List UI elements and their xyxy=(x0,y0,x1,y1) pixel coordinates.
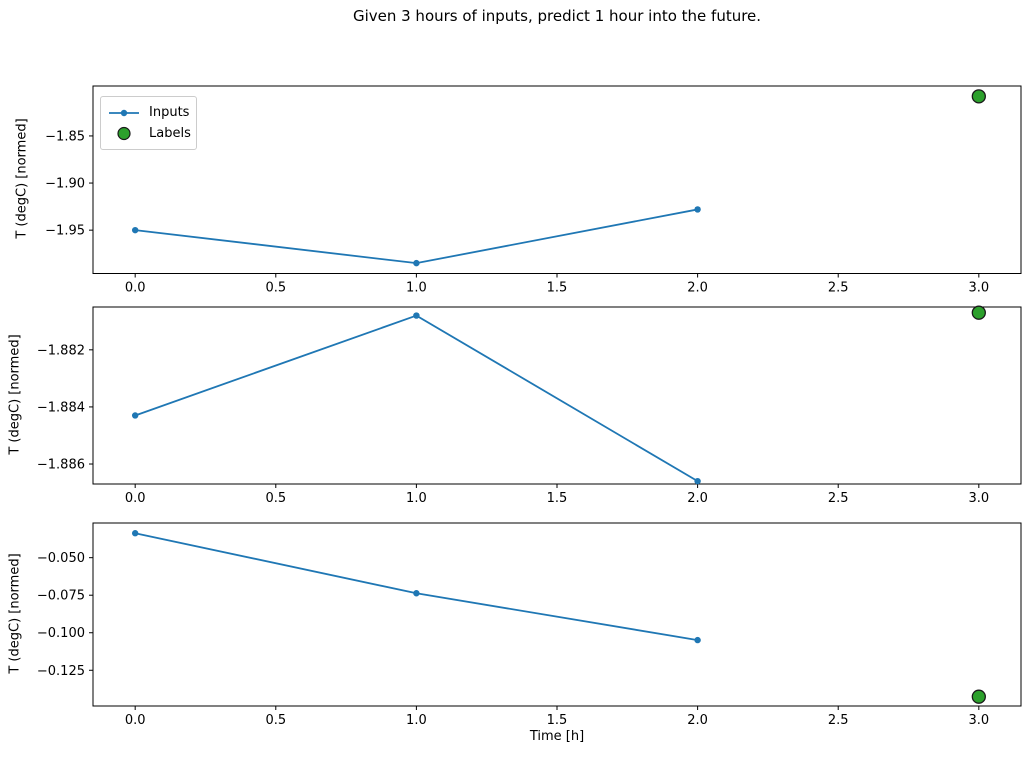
plot-frame xyxy=(92,85,1022,274)
inputs-line xyxy=(134,208,699,265)
x-tick-label: 2.0 xyxy=(687,491,708,506)
labels-dot-icon xyxy=(117,126,131,141)
x-tick-label: 0.0 xyxy=(125,713,146,728)
inputs-marker xyxy=(131,412,139,419)
x-tick-label: 1.5 xyxy=(547,491,568,506)
y-tick-label: −0.125 xyxy=(37,664,85,679)
inputs-marker xyxy=(694,636,701,644)
inputs-marker xyxy=(694,206,701,213)
x-tick-label: 1.0 xyxy=(406,713,427,728)
x-tick-label: 3.0 xyxy=(968,713,989,728)
x-tick-label: 0.5 xyxy=(265,713,286,728)
x-tick-label: 2.5 xyxy=(828,281,849,296)
x-tick-label: 0.0 xyxy=(125,281,146,296)
inputs-marker xyxy=(413,259,420,267)
y-axis-label-bottom: T (degC) [normed] xyxy=(7,553,23,674)
labels-point xyxy=(971,305,986,320)
y-tick-label: −1.90 xyxy=(45,177,85,192)
inputs-marker xyxy=(694,477,701,485)
x-tick-label: 1.0 xyxy=(406,491,427,506)
plot-frame xyxy=(92,306,1022,485)
legend-label-labels: Labels xyxy=(149,126,191,141)
y-axis-label-middle: T (degC) [normed] xyxy=(7,334,23,455)
labels-point xyxy=(971,689,986,704)
x-tick-label: 1.5 xyxy=(547,713,568,728)
x-tick-label: 1.0 xyxy=(406,281,427,296)
y-tick-label: −1.884 xyxy=(37,400,85,415)
y-tick-label: −1.886 xyxy=(37,458,85,473)
inputs-marker xyxy=(131,530,139,537)
y-tick-label: −1.882 xyxy=(37,343,85,358)
chart-title: Given 3 hours of inputs, predict 1 hour … xyxy=(352,7,762,25)
y-tick-label: −1.85 xyxy=(45,129,85,144)
inputs-line xyxy=(134,314,699,483)
x-tick-label: 2.0 xyxy=(687,713,708,728)
x-tick-label: 3.0 xyxy=(968,491,989,506)
y-tick-label: −0.075 xyxy=(37,589,85,604)
x-tick-label: 2.5 xyxy=(828,491,849,506)
plot-frame xyxy=(92,522,1022,707)
legend-item-labels: Labels xyxy=(108,123,191,144)
inputs-marker xyxy=(413,312,420,319)
x-tick-label: 2.0 xyxy=(687,281,708,296)
inputs-line xyxy=(134,532,699,641)
x-tick-label: 0.0 xyxy=(125,491,146,506)
legend: Inputs Labels xyxy=(100,96,197,150)
y-tick-label: −0.100 xyxy=(37,626,85,641)
x-tick-label: 0.5 xyxy=(265,491,286,506)
x-tick-label: 1.5 xyxy=(547,281,568,296)
inputs-line-icon xyxy=(109,109,139,116)
y-tick-label: −1.95 xyxy=(45,224,85,239)
x-tick-label: 2.5 xyxy=(828,713,849,728)
inputs-marker xyxy=(413,590,420,597)
y-axis-label-top: T (degC) [normed] xyxy=(14,118,30,239)
x-tick-label: 3.0 xyxy=(968,281,989,296)
x-axis-label: Time [h] xyxy=(529,729,585,744)
y-tick-label: −0.050 xyxy=(37,551,85,566)
labels-point xyxy=(971,89,986,104)
legend-item-inputs: Inputs xyxy=(108,102,190,123)
legend-label-inputs: Inputs xyxy=(149,105,190,120)
x-tick-label: 0.5 xyxy=(265,281,286,296)
inputs-marker xyxy=(131,226,139,234)
